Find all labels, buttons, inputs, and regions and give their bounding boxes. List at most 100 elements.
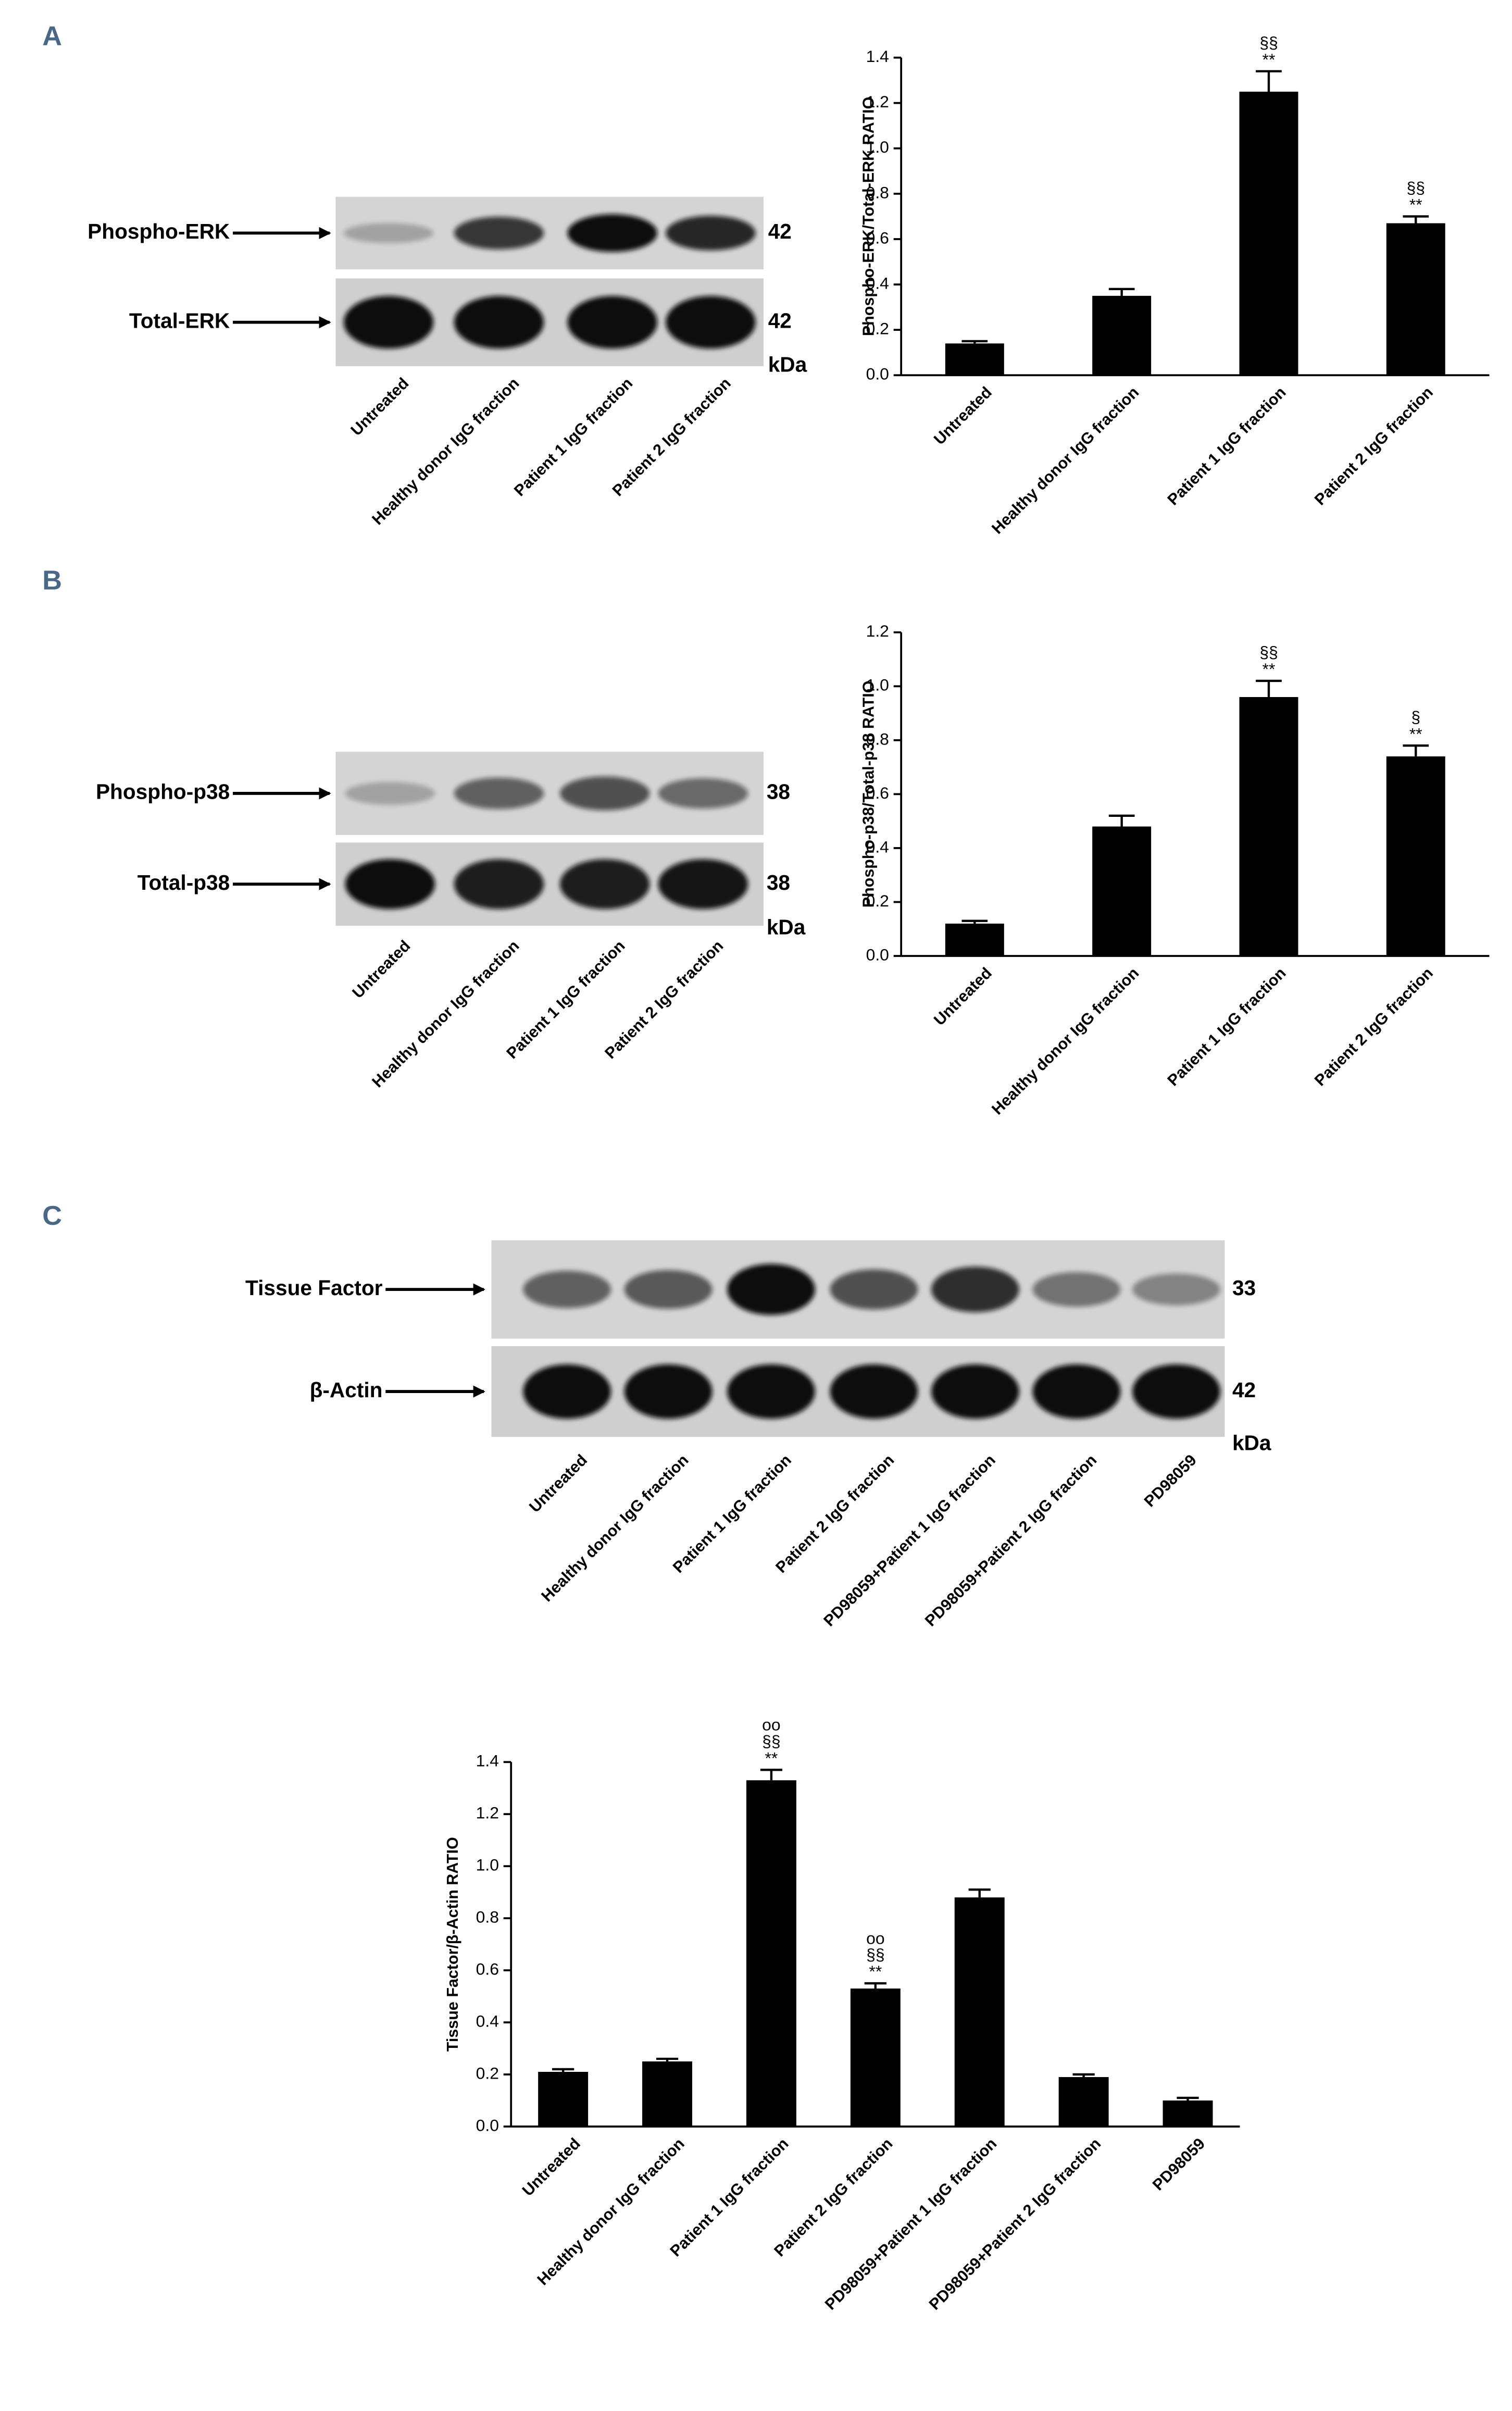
blot-band xyxy=(454,296,544,349)
panel-label: B xyxy=(42,566,62,596)
blot-band xyxy=(727,1364,816,1419)
blot-band xyxy=(1132,1273,1221,1306)
unit: kDa xyxy=(767,915,806,939)
blot-band xyxy=(523,1271,611,1308)
blot-band xyxy=(666,216,756,251)
error-bar xyxy=(656,2057,679,2061)
significance-mark: §§ xyxy=(762,1732,781,1750)
y-tick-label: 0.8 xyxy=(476,1908,499,1927)
blot-band xyxy=(624,1270,713,1309)
error-bar xyxy=(961,919,988,924)
y-tick-label: 0.6 xyxy=(866,784,889,802)
significance-mark: ** xyxy=(765,1748,778,1767)
significance-mark: §§ xyxy=(866,1945,885,1964)
x-tick-label: PD98059+Patient 1 IgG fraction xyxy=(821,2135,1000,2314)
blot-band xyxy=(658,859,748,910)
blot-band xyxy=(931,1364,1019,1419)
blot-band xyxy=(624,1364,713,1419)
blot-band xyxy=(454,777,544,810)
y-tick-label: 0.6 xyxy=(866,228,889,247)
y-tick-label: 0.0 xyxy=(866,945,889,964)
x-tick-label: Healthy donor IgG fraction xyxy=(989,964,1143,1118)
significance-mark: §§ xyxy=(1259,643,1278,662)
y-tick-label: 0.4 xyxy=(476,2011,499,2030)
bar xyxy=(1239,91,1298,376)
y-tick-label: 0.0 xyxy=(866,365,889,383)
blot-band xyxy=(345,859,435,910)
y-tick-label: 0.4 xyxy=(866,274,889,293)
x-tick-label: Untreated xyxy=(930,964,995,1029)
bar xyxy=(1163,2100,1213,2127)
x-tick-label: Patient 1 IgG fraction xyxy=(667,2135,792,2260)
error-bar xyxy=(760,1769,783,1781)
significance-mark: ** xyxy=(1409,724,1422,743)
blot-row-label: Tissue Factor xyxy=(245,1276,383,1300)
error-bar xyxy=(1256,70,1282,92)
error-bar xyxy=(1108,814,1135,827)
bar xyxy=(1092,295,1152,376)
significance-mark: oo xyxy=(762,1716,781,1734)
y-axis-label: Phospho-p38/Total-p38 RATIO xyxy=(859,681,877,908)
y-tick-label: 1.2 xyxy=(866,622,889,640)
blot-band xyxy=(1032,1364,1121,1419)
error-bar xyxy=(1072,2073,1095,2077)
error-bar xyxy=(1177,2096,1199,2101)
blot-band xyxy=(343,296,434,349)
molecular-weight: 42 xyxy=(768,308,792,332)
blot-row-label: Total-ERK xyxy=(129,308,230,332)
significance-mark: ** xyxy=(869,1962,882,1981)
panel-label: C xyxy=(42,1201,62,1231)
error-bar xyxy=(968,1888,991,1898)
blot-band xyxy=(830,1269,918,1310)
y-axis-label: Phospho-ERK/Total-ERK RATIO xyxy=(859,97,877,336)
molecular-weight: 42 xyxy=(768,219,792,243)
y-tick-label: 0.8 xyxy=(866,183,889,202)
lane-label: Patient 1 IgG fraction xyxy=(669,1451,795,1576)
significance-mark: §§ xyxy=(1407,179,1426,197)
bar xyxy=(642,2061,693,2127)
lane-label: PD98059+Patient 2 IgG fraction xyxy=(921,1451,1100,1630)
significance-mark: § xyxy=(1411,707,1420,726)
x-tick-label: Untreated xyxy=(930,383,995,449)
error-bar xyxy=(961,340,988,344)
blot-row-label: Phospho-p38 xyxy=(96,780,230,804)
blot-band xyxy=(567,214,657,252)
bar xyxy=(538,2071,589,2127)
y-tick-label: 1.2 xyxy=(476,1804,499,1822)
blot-band xyxy=(727,1264,816,1315)
blot-band xyxy=(931,1266,1019,1312)
bar xyxy=(1386,223,1445,376)
y-tick-label: 1.0 xyxy=(476,1856,499,1874)
blot-band xyxy=(559,859,650,910)
significance-mark: ** xyxy=(1263,50,1276,69)
y-tick-label: 0.2 xyxy=(866,891,889,910)
bar xyxy=(850,1989,901,2127)
y-tick-label: 0.2 xyxy=(476,2064,499,2082)
molecular-weight: 33 xyxy=(1232,1276,1256,1300)
bar xyxy=(945,923,1004,956)
bar xyxy=(954,1897,1005,2127)
error-bar xyxy=(1108,288,1135,296)
x-tick-label: Patient 1 IgG fraction xyxy=(1164,964,1290,1090)
y-tick-label: 0.2 xyxy=(866,319,889,338)
error-bar xyxy=(1403,744,1429,756)
blot-band xyxy=(658,778,748,809)
blot-band xyxy=(454,217,544,250)
blot-band xyxy=(666,296,756,349)
bar xyxy=(1058,2077,1109,2127)
x-tick-label: Patient 1 IgG fraction xyxy=(1164,383,1290,509)
bar xyxy=(1239,697,1298,956)
blot-band xyxy=(567,296,657,349)
blot-band xyxy=(343,223,434,243)
significance-mark: oo xyxy=(866,1929,885,1947)
x-tick-label: Untreated xyxy=(519,2135,584,2200)
y-tick-label: 1.0 xyxy=(866,138,889,156)
x-tick-label: PD98059 xyxy=(1149,2135,1208,2194)
error-bar xyxy=(1256,679,1282,698)
lane-label: Untreated xyxy=(349,937,414,1002)
unit: kDa xyxy=(768,353,807,377)
molecular-weight: 42 xyxy=(1232,1378,1256,1402)
blot-band xyxy=(345,782,435,805)
